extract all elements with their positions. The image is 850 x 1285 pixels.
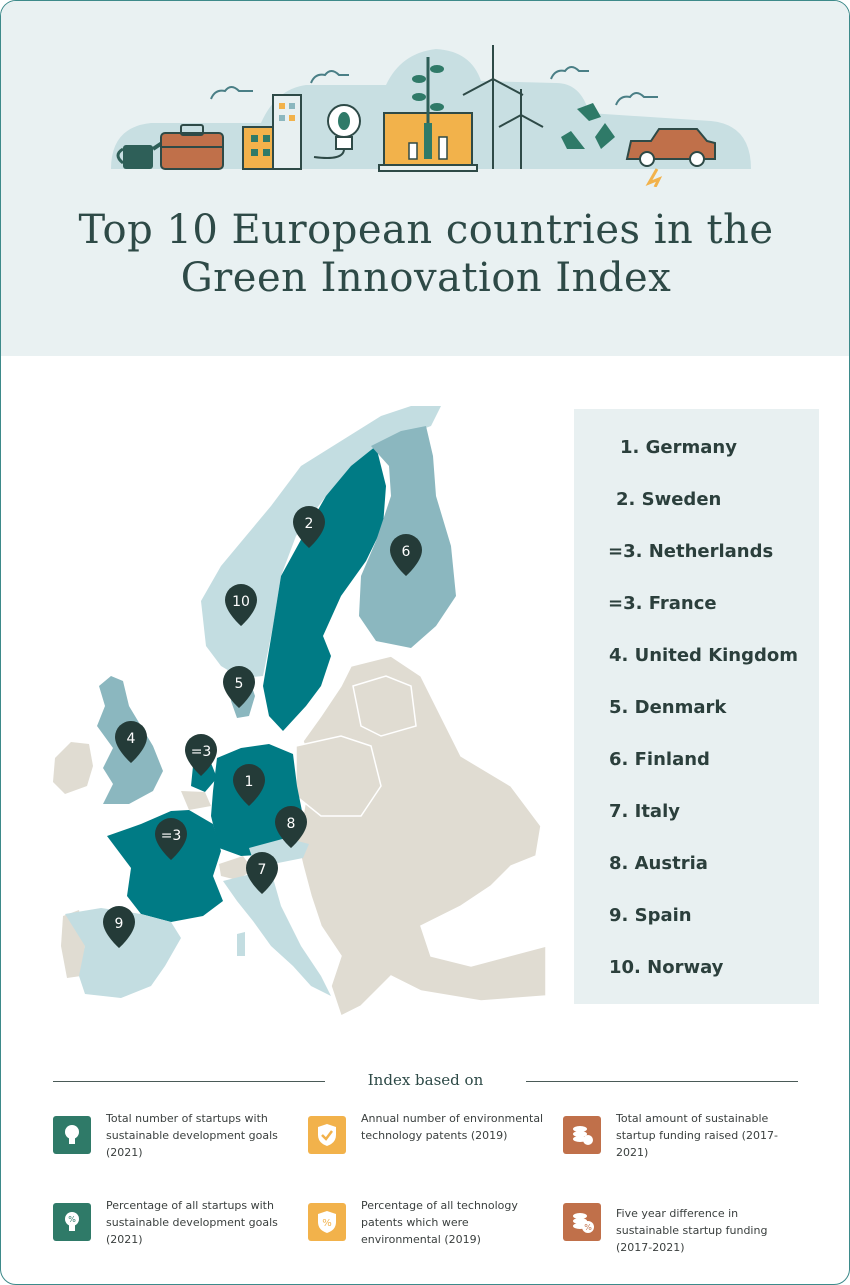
country-italy xyxy=(223,874,331,996)
legend-item: Total amount of sustainable startup fund… xyxy=(563,1112,803,1176)
legend-divider-left xyxy=(53,1081,325,1082)
map-pin-finland: 6 xyxy=(390,534,422,576)
coins-icon xyxy=(563,1116,601,1154)
legend-item-text: Annual number of environmental technolog… xyxy=(361,1112,544,1142)
map-pin-germany: 1 xyxy=(233,764,265,806)
header-section: Top 10 European countries in the Green I… xyxy=(1,1,849,356)
legend-item: % Percentage of all technology patents w… xyxy=(308,1199,548,1263)
page-title: Top 10 European countries in the Green I… xyxy=(1,206,849,302)
pin-label-norway: 10 xyxy=(232,594,250,610)
map-pin-denmark: 5 xyxy=(223,666,255,708)
pin-label-spain: 9 xyxy=(115,916,124,932)
pin-label-germany: 1 xyxy=(245,774,254,790)
country-sweden xyxy=(263,446,386,731)
map-pin-norway: 10 xyxy=(225,584,257,626)
ranking-item: =3. Netherlands xyxy=(608,541,774,562)
ranking-item: 1. Germany xyxy=(620,437,737,458)
ranking-item: =3. France xyxy=(608,593,717,614)
map-pin-sweden: 2 xyxy=(293,506,325,548)
pin-label-finland: 6 xyxy=(402,544,411,560)
country-eastern-europe xyxy=(295,655,547,1018)
pin-label-uk: 4 xyxy=(127,731,136,747)
shield-percent-icon: % xyxy=(308,1203,346,1241)
legend-item: % Five year difference in sustainable st… xyxy=(563,1203,803,1263)
pin-label-denmark: 5 xyxy=(235,676,244,692)
buildings-icon xyxy=(242,94,302,170)
country-baltics xyxy=(352,675,417,737)
title-line-2: Green Innovation Index xyxy=(180,255,672,301)
country-sardinia xyxy=(237,932,245,956)
title-line-1: Top 10 European countries in the xyxy=(78,207,774,253)
country-belgium xyxy=(181,791,211,810)
lightbulb-icon xyxy=(53,1116,91,1154)
svg-text:%: % xyxy=(584,1223,592,1232)
pin-label-italy: 7 xyxy=(258,862,267,878)
cloud-icons xyxy=(210,66,658,106)
light-bulb-icon xyxy=(313,104,361,159)
legend-item: Annual number of environmental technolog… xyxy=(308,1112,548,1176)
legend-item-text: Total number of startups with sustainabl… xyxy=(106,1112,278,1159)
country-ireland xyxy=(53,742,93,794)
pin-label-netherlands: =3 xyxy=(191,744,212,760)
legend-item-text: Percentage of all technology patents whi… xyxy=(361,1199,518,1246)
ranking-item: 8. Austria xyxy=(609,853,708,874)
ranking-item: 10. Norway xyxy=(609,957,724,978)
electric-car-icon xyxy=(625,128,716,187)
ranking-item: 4. United Kingdom xyxy=(609,645,799,666)
map-pin-netherlands: =3 xyxy=(185,734,217,776)
legend-item-text: Five year difference in sustainable star… xyxy=(616,1207,768,1254)
country-switzerland xyxy=(219,856,253,880)
country-spain xyxy=(65,908,181,998)
country-norway xyxy=(201,406,441,678)
lightbulb-percent-icon: % xyxy=(53,1203,91,1241)
map-pin-austria: 8 xyxy=(275,806,307,848)
legend-item-text: Total amount of sustainable startup fund… xyxy=(616,1112,778,1159)
legend-item: Total number of startups with sustainabl… xyxy=(53,1112,293,1176)
ranking-item: 5. Denmark xyxy=(609,697,727,718)
legend-item: % Percentage of all startups with sustai… xyxy=(53,1199,293,1263)
recycle-icon xyxy=(561,103,615,149)
svg-text:%: % xyxy=(322,1218,332,1229)
green-innovation-illustration xyxy=(111,45,751,187)
legend-header: Index based on xyxy=(53,1069,798,1093)
map-pin-italy: 7 xyxy=(246,852,278,894)
laptop-chart-icon xyxy=(378,57,478,172)
map-pin-france: =3 xyxy=(155,818,187,860)
coins-percent-icon: % xyxy=(563,1203,601,1241)
map-pin-spain: 9 xyxy=(103,906,135,948)
ranking-item: 7. Italy xyxy=(609,801,680,822)
legend-title: Index based on xyxy=(367,1071,484,1089)
pin-label-sweden: 2 xyxy=(305,516,314,532)
ranking-item: 9. Spain xyxy=(609,905,692,926)
legend-divider-right xyxy=(526,1081,798,1082)
pin-label-austria: 8 xyxy=(287,816,296,832)
wind-turbine-icon xyxy=(462,45,544,169)
ranking-item: 2. Sweden xyxy=(616,489,722,510)
shield-check-icon xyxy=(308,1116,346,1154)
country-poland xyxy=(295,735,382,817)
country-france xyxy=(107,810,223,922)
briefcase-icon xyxy=(160,124,224,170)
ranking-item: 6. Finland xyxy=(609,749,710,770)
map-pin-uk: 4 xyxy=(115,721,147,763)
legend-item-text: Percentage of all startups with sustaina… xyxy=(106,1199,278,1246)
svg-text:%: % xyxy=(68,1215,76,1224)
ranking-list: 1. Germany 2. Sweden =3. Netherlands =3.… xyxy=(574,409,819,1004)
pin-label-france: =3 xyxy=(161,828,182,844)
europe-map: 1 2 =3 =3 4 5 6 7 xyxy=(53,406,547,1018)
